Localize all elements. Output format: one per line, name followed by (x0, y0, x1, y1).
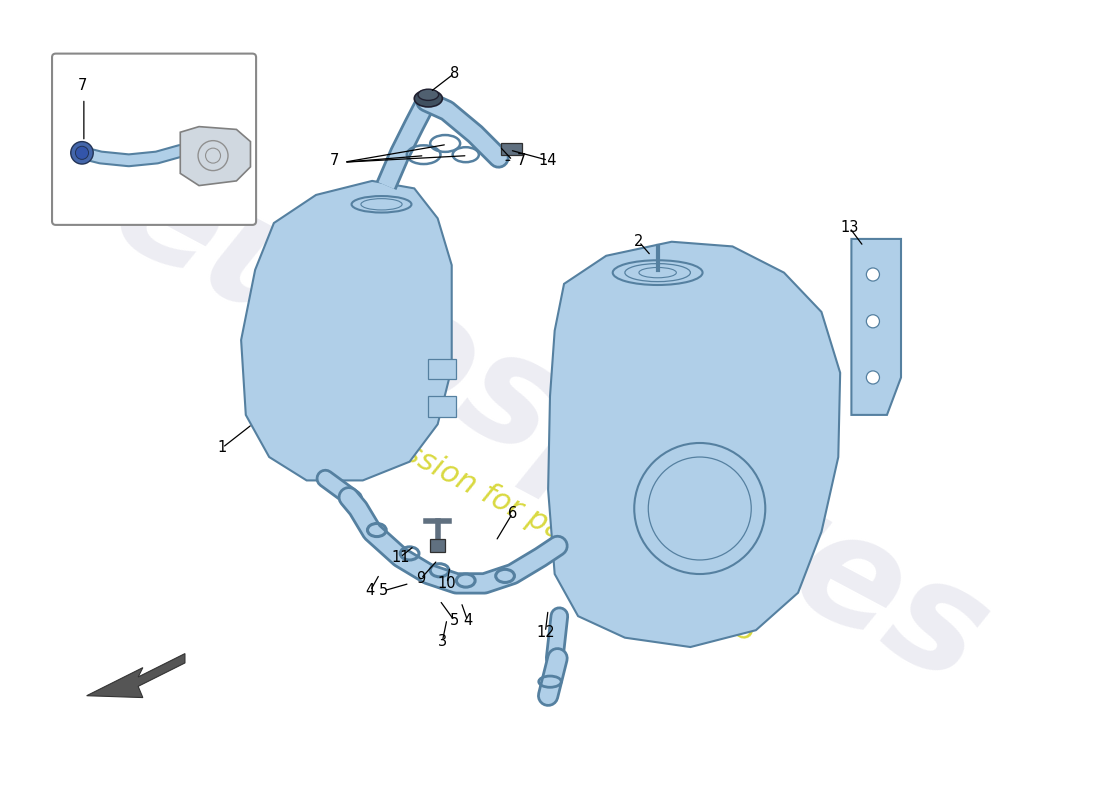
Circle shape (76, 146, 88, 159)
Text: 7: 7 (77, 78, 87, 93)
Ellipse shape (352, 196, 411, 213)
Text: 14: 14 (539, 153, 558, 168)
Text: 1: 1 (218, 440, 227, 455)
Circle shape (867, 371, 880, 384)
Polygon shape (241, 181, 452, 481)
Text: 11: 11 (390, 550, 409, 565)
FancyBboxPatch shape (428, 358, 456, 379)
Text: 4: 4 (365, 583, 375, 598)
Ellipse shape (613, 260, 703, 285)
FancyBboxPatch shape (430, 539, 446, 553)
Text: 3: 3 (438, 634, 447, 649)
Polygon shape (87, 654, 185, 698)
Text: 12: 12 (536, 625, 554, 639)
Polygon shape (180, 126, 251, 186)
Polygon shape (851, 239, 901, 415)
Text: 5: 5 (450, 614, 459, 628)
FancyBboxPatch shape (502, 143, 521, 154)
FancyBboxPatch shape (428, 396, 456, 417)
Text: 2: 2 (635, 234, 643, 250)
Text: 5: 5 (378, 583, 388, 598)
Ellipse shape (418, 89, 439, 101)
Text: 4: 4 (463, 614, 472, 628)
Text: 6: 6 (508, 506, 517, 521)
Text: 10: 10 (438, 576, 456, 591)
Text: eurospares: eurospares (89, 132, 1011, 717)
Ellipse shape (415, 90, 442, 107)
Text: a passion for parts since 1985: a passion for parts since 1985 (340, 406, 760, 648)
Text: 7: 7 (517, 153, 527, 168)
Polygon shape (548, 242, 840, 647)
Text: 13: 13 (840, 220, 859, 235)
Circle shape (867, 314, 880, 328)
Text: 8: 8 (450, 66, 459, 81)
Circle shape (867, 268, 880, 281)
Circle shape (635, 443, 766, 574)
Circle shape (70, 142, 94, 164)
FancyBboxPatch shape (52, 54, 256, 225)
Text: 7: 7 (330, 153, 340, 168)
Text: 9: 9 (416, 571, 426, 586)
